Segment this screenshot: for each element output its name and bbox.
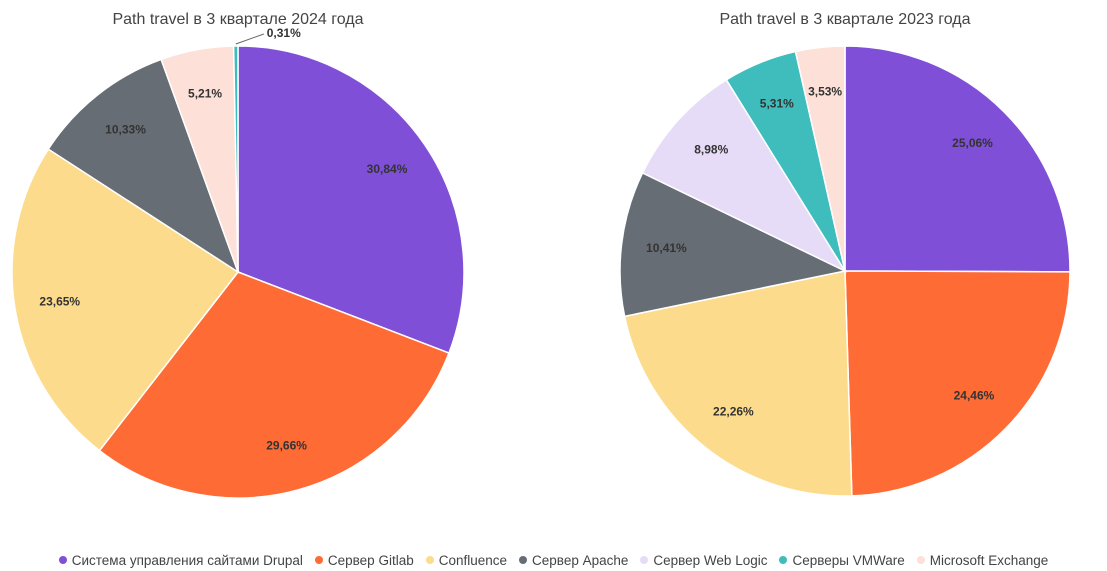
legend-label: Сервер Gitlab [327,553,414,568]
pie-slice [641,78,848,273]
legend-swatch [640,556,649,564]
legend: Система управления сайтами Drupal Сервер … [0,553,1107,568]
chart-title: Path travel в 3 квартале 2024 года [112,11,363,28]
pie-slice [623,270,853,497]
pie-slice [619,171,848,318]
pie-slice [232,45,239,273]
legend-item: Серверы VMWare [779,553,905,568]
legend-item: Confluence [425,553,508,568]
pie-slice [237,45,465,355]
data-label: 3,53% [808,84,842,98]
legend-label: Система управления сайтами Drupal [71,553,303,568]
legend-swatch [58,556,67,564]
data-label: 30,84% [367,162,408,176]
legend-item: Система управления сайтами Drupal [58,553,303,568]
data-label: 29,66% [266,438,307,452]
pie-slice [844,45,1071,273]
legend-label: Confluence [438,553,508,568]
legend-swatch [314,556,323,564]
legend-swatch [779,556,788,564]
charts: Path travel в 3 квартале 2024 года 30,84%… [11,11,1071,499]
data-label: 23,65% [39,294,80,308]
pie-slice [11,148,240,452]
data-label: 8,98% [694,143,728,157]
legend-swatch [519,556,528,564]
data-label: 24,46% [954,389,995,403]
data-label: 25,06% [952,136,993,150]
data-label: 5,21% [188,86,222,100]
legend-label: Сервер Web Logic [653,553,768,568]
legend-label: Сервер Apache [532,553,629,568]
legend-label: Серверы VMWare [792,553,905,568]
data-label: 10,41% [646,241,687,255]
data-label: 22,26% [713,404,754,418]
pie-slice [794,45,846,272]
data-label: 10,33% [105,123,146,137]
chart-title: Path travel в 3 квартале 2023 года [719,11,970,28]
legend-item: Microsoft Exchange [916,553,1049,568]
pie-slice [47,58,240,274]
pie-slice [98,271,450,499]
legend-label: Microsoft Exchange [929,553,1049,568]
data-label: 5,31% [760,97,794,111]
data-label: 0,31% [267,26,301,40]
legend-swatch [425,556,434,564]
legend-item: Сервер Apache [519,553,628,568]
pie-slice [844,270,1071,497]
legend-item: Сервер Web Logic [640,553,767,568]
legend-swatch [916,556,925,564]
leader-line [235,33,264,45]
legend-item: Сервер Gitlab [314,553,414,568]
